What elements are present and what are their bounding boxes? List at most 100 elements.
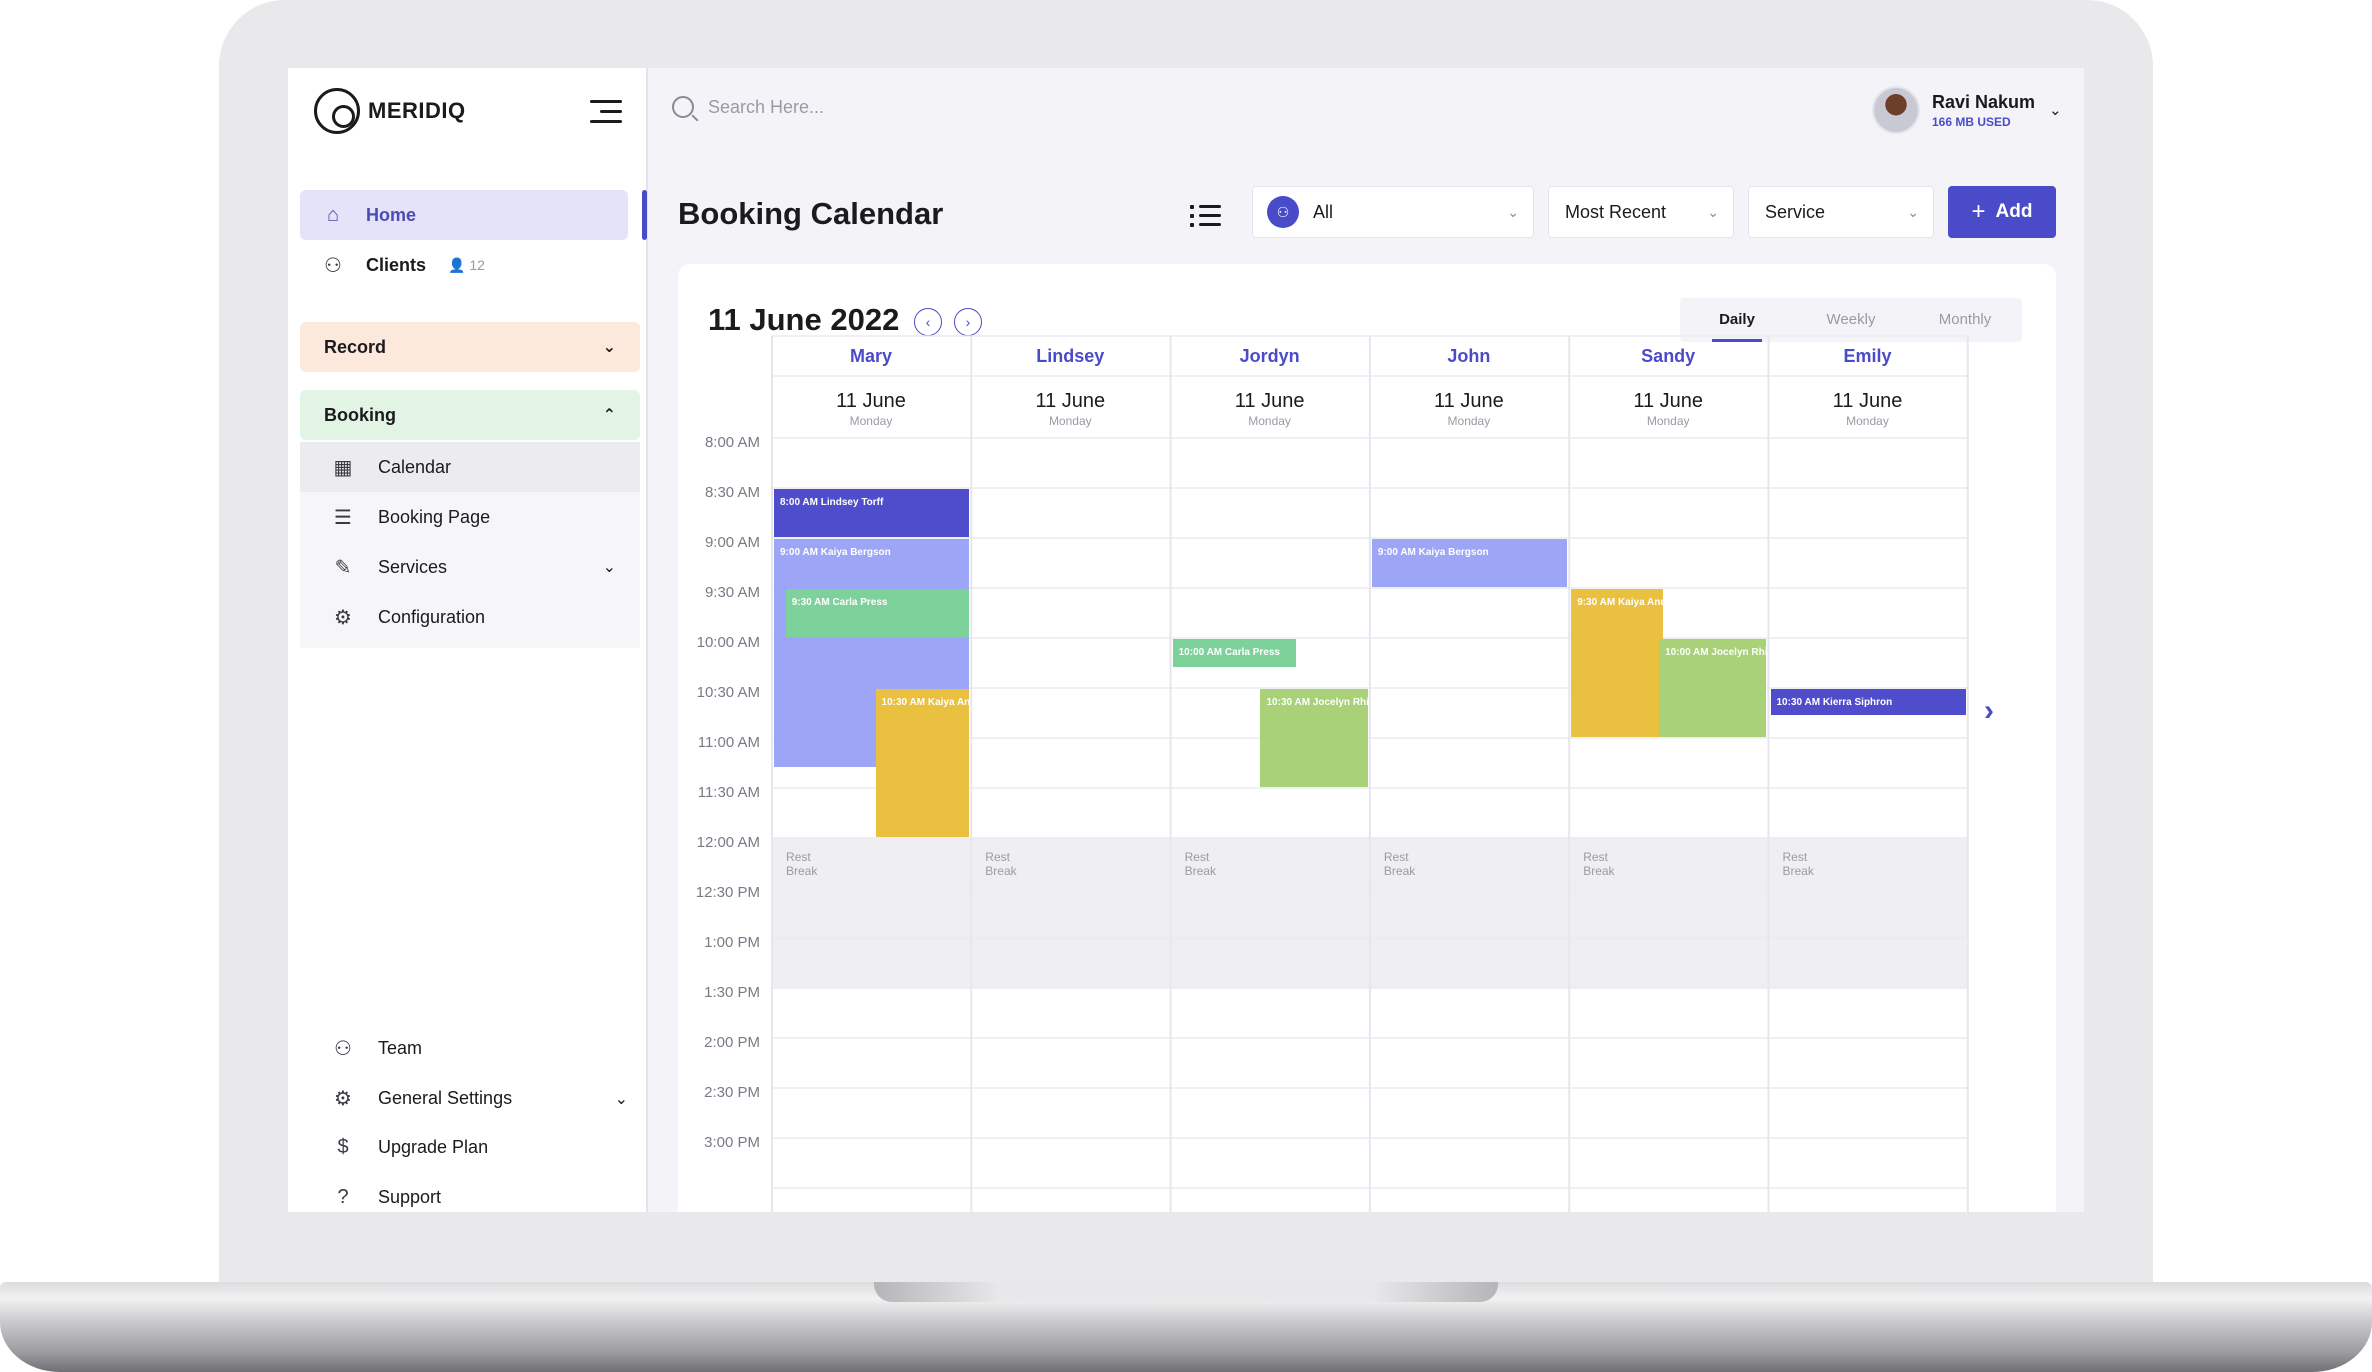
sidebar-item-label: Calendar — [378, 456, 452, 477]
staff-name: Mary — [849, 346, 893, 366]
staff-date: 11 June — [1633, 390, 1704, 412]
calendar-gridlines — [771, 335, 1969, 1212]
time-label: 8:30 AM — [704, 484, 760, 501]
dropdown-value: Service — [1765, 201, 1826, 222]
page-title: Booking Calendar — [678, 196, 944, 231]
booking-event[interactable]: 8:00 AM Lindsey Torff — [774, 489, 970, 537]
user-menu[interactable]: Ravi Nakum 166 MB USED ⌄ — [1872, 86, 2062, 134]
brand-logo[interactable]: MERIDIQ — [314, 88, 466, 134]
booking-event[interactable]: 10:30 AM Kaiya Anderson — [875, 689, 970, 837]
dropdown-value: Most Recent — [1565, 201, 1667, 222]
sidebar-item-label: Configuration — [378, 606, 486, 627]
time-label: 12:30 PM — [695, 884, 760, 901]
clients-count-badge: 👤 12 — [448, 256, 485, 273]
sidebar-item-calendar[interactable]: ▦ Calendar — [300, 442, 640, 492]
sidebar-item-general-settings[interactable]: ⚙ General Settings ⌄ — [330, 1086, 628, 1111]
staff-date: 11 June — [1434, 390, 1504, 412]
time-label: 11:00 AM — [697, 734, 760, 751]
add-button[interactable]: + Add — [1948, 186, 2056, 238]
active-indicator — [642, 190, 647, 240]
chevron-down-icon: ⌄ — [1707, 203, 1719, 220]
rest-break-label: Rest Break — [1184, 850, 1216, 878]
sidebar-item-configuration[interactable]: ⚙ Configuration — [300, 592, 640, 642]
sidebar-item-support[interactable]: ? Support — [330, 1186, 628, 1209]
sidebar-section-record[interactable]: Record ⌄ — [300, 322, 640, 372]
sidebar-item-services[interactable]: ✎ Services ⌄ — [300, 542, 640, 592]
rest-break-label: Rest Break — [985, 850, 1017, 878]
sort-dropdown[interactable]: Most Recent ⌄ — [1548, 186, 1734, 238]
list-view-icon[interactable] — [1190, 202, 1222, 228]
view-switcher: Daily Weekly Monthly — [1680, 298, 2022, 342]
sidebar-item-home[interactable]: ⌂ Home — [300, 190, 628, 240]
booking-event[interactable]: 9:00 AM Kaiya Bergson — [1371, 539, 1568, 587]
staff-day: Monday — [1048, 414, 1092, 428]
rest-break-label: Rest Break — [1583, 850, 1615, 878]
booking-event[interactable]: 10:00 AM Jocelyn Rhiel — [1659, 639, 1767, 737]
tab-daily[interactable]: Daily — [1680, 298, 1794, 342]
menu-toggle-icon[interactable] — [590, 100, 622, 124]
rest-break-label: Rest Break — [1782, 850, 1814, 878]
time-label: 12:00 AM — [696, 834, 760, 851]
brand-name: MERIDIQ — [368, 98, 466, 123]
sidebar-item-clients[interactable]: ⚇ Clients 👤 12 — [300, 240, 628, 290]
sidebar-item-label: Team — [378, 1038, 423, 1058]
sidebar-item-label: Booking Page — [378, 506, 491, 527]
chevron-down-icon: ⌄ — [602, 559, 616, 576]
time-label: 8:00 AM — [704, 434, 760, 451]
time-label: 10:00 AM — [696, 634, 760, 651]
service-dropdown[interactable]: Service ⌄ — [1748, 186, 1934, 238]
gear-icon: ⚙ — [334, 1088, 352, 1110]
chevron-right-icon[interactable]: › — [1984, 694, 1994, 727]
help-icon: ? — [337, 1186, 349, 1208]
time-label: 3:00 PM — [704, 1134, 760, 1151]
staff-day: Monday — [849, 414, 893, 428]
time-label: 11:30 AM — [697, 784, 760, 801]
time-label: 2:00 PM — [704, 1034, 760, 1051]
booking-event[interactable]: 9:30 AM Carla Press — [785, 589, 970, 637]
sidebar-item-booking-page[interactable]: ☰ Booking Page — [300, 492, 640, 542]
home-icon: ⌂ — [326, 203, 340, 226]
search-bar — [672, 96, 1108, 118]
staff-day: Monday — [1447, 414, 1491, 428]
dropdown-value: All — [1313, 201, 1334, 222]
sidebar-section-booking[interactable]: Booking ⌃ — [300, 390, 640, 440]
rest-break-label: Rest Break — [786, 850, 818, 878]
sidebar-item-team[interactable]: ⚇ Team — [330, 1036, 628, 1061]
gear-icon: ⚙ — [334, 606, 352, 629]
dollar-icon: $ — [337, 1136, 349, 1158]
plus-icon: + — [1971, 198, 1986, 225]
search-input[interactable] — [708, 96, 1108, 118]
booking-event[interactable]: 10:00 AM Carla Press — [1172, 639, 1296, 667]
tab-weekly[interactable]: Weekly — [1826, 311, 1876, 328]
logo-icon — [314, 88, 360, 134]
staff-name: John — [1447, 346, 1491, 366]
sidebar-item-label: Home — [366, 204, 417, 225]
booking-submenu: ▦ Calendar ☰ Booking Page ✎ Services ⌄ ⚙… — [300, 442, 640, 648]
section-label: Record — [324, 336, 387, 357]
time-label: 9:30 AM — [704, 584, 760, 601]
sidebar-item-label: General Settings — [378, 1088, 513, 1108]
sidebar-item-label: Clients — [366, 254, 427, 275]
team-icon: ⚇ — [334, 1038, 352, 1060]
time-label: 1:00 PM — [704, 934, 760, 951]
staff-day: Monday — [1846, 414, 1889, 428]
sidebar-item-label: Services — [378, 556, 448, 577]
tab-monthly[interactable]: Monthly — [1938, 311, 1992, 328]
chevron-up-icon: ⌃ — [602, 407, 616, 424]
chevron-down-icon: ⌄ — [1907, 203, 1919, 220]
booking-event[interactable]: 10:30 AM Jocelyn Rhiel — [1260, 689, 1368, 787]
calendar-card: 11 June 2022 ‹ › Daily Weekly Monthly Ma… — [678, 264, 2056, 1212]
staff-date: 11 June — [1832, 390, 1903, 412]
staff-filter-dropdown[interactable]: ⚇ All ⌄ — [1252, 186, 1534, 238]
staff-name: Sandy — [1641, 346, 1696, 366]
booking-event[interactable]: 10:30 AM Kierra Siphron — [1770, 689, 1966, 715]
users-icon: ⚇ — [324, 254, 342, 277]
time-label: 1:30 PM — [704, 984, 760, 1001]
time-label: 10:30 AM — [696, 684, 760, 701]
sidebar-item-label: Upgrade Plan — [378, 1137, 489, 1157]
booking-event[interactable]: 9:30 AM Kaiya Anderson — [1571, 589, 1663, 737]
time-label: 9:00 AM — [704, 534, 760, 551]
staff-day: Monday — [1646, 414, 1690, 428]
chevron-down-icon: ⌄ — [614, 1090, 628, 1108]
sidebar-item-upgrade-plan[interactable]: $ Upgrade Plan — [330, 1136, 628, 1159]
